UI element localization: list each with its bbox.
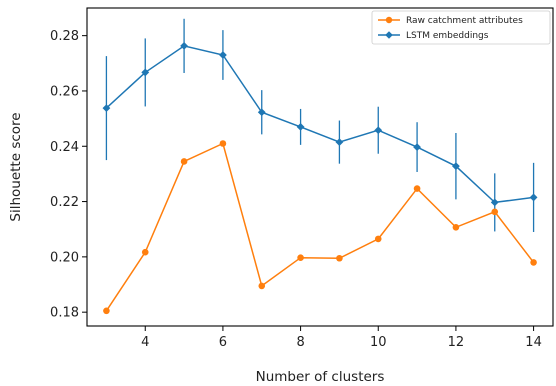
data-point-lstm: [102, 104, 111, 113]
legend-marker-raw: [385, 16, 393, 24]
data-point-raw: [491, 208, 499, 216]
data-point-lstm: [452, 162, 460, 171]
data-point-lstm: [180, 41, 188, 50]
y-tick-label: 0.18: [50, 306, 79, 321]
x-tick-label: 10: [370, 335, 387, 350]
data-point-lstm: [257, 108, 266, 117]
y-tick-label: 0.24: [50, 140, 79, 155]
y-ticks: 0.18 0.20 0.22 0.24 0.26 0.28: [50, 29, 87, 321]
series-markers: [102, 41, 538, 315]
data-point-lstm: [413, 143, 421, 151]
data-point-lstm: [141, 68, 150, 77]
data-point-raw: [141, 248, 149, 256]
legend-marker-lstm: [385, 31, 393, 39]
legend-label-raw: Raw catchment attributes: [406, 16, 523, 26]
data-point-raw: [452, 223, 460, 231]
series-line-raw: [105, 142, 535, 312]
series-lines: [105, 45, 535, 312]
data-point-raw: [530, 259, 537, 266]
data-point-lstm: [296, 123, 305, 131]
x-tick-label: 14: [525, 335, 542, 350]
legend-box: [371, 10, 551, 45]
y-axis-label: Silhouette score: [8, 112, 24, 221]
legend: Raw catchment attributes LSTM embeddings: [371, 10, 551, 45]
data-point-raw: [336, 254, 343, 262]
x-tick-label: 12: [448, 335, 465, 350]
y-tick-label: 0.26: [50, 84, 79, 99]
x-tick-label: 8: [296, 335, 304, 350]
data-point-raw: [219, 140, 227, 147]
data-point-lstm: [490, 198, 499, 207]
x-tick-label: 4: [141, 335, 149, 350]
series-line-lstm: [105, 45, 534, 204]
y-tick-label: 0.20: [50, 250, 79, 265]
y-tick-label: 0.28: [50, 29, 79, 44]
data-point-lstm: [374, 126, 383, 135]
x-axis-label: Number of clusters: [256, 369, 385, 385]
data-point-lstm: [219, 51, 227, 59]
plot-frame: [86, 7, 554, 327]
x-ticks: 4 6 8 10 12 14: [141, 326, 542, 350]
data-point-raw: [297, 254, 304, 261]
data-point-lstm: [529, 193, 538, 202]
data-point-raw: [374, 235, 382, 243]
y-tick-label: 0.22: [50, 195, 79, 210]
error-bars: [105, 18, 535, 232]
data-point-raw: [180, 158, 188, 165]
data-point-raw: [103, 307, 110, 315]
legend-label-lstm: LSTM embeddings: [406, 31, 489, 41]
x-tick-label: 6: [219, 335, 227, 350]
data-point-raw: [413, 185, 421, 192]
data-point-lstm: [335, 138, 344, 147]
data-point-raw: [258, 282, 266, 290]
